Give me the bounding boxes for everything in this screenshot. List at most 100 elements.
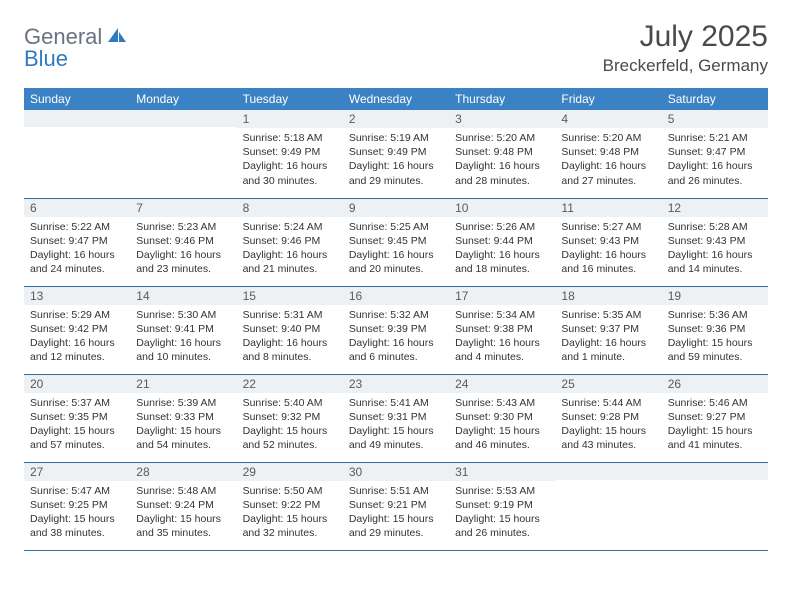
- day-dl2: and 29 minutes.: [349, 174, 443, 188]
- day-sunrise: Sunrise: 5:31 AM: [243, 308, 337, 322]
- day-sunset: Sunset: 9:41 PM: [136, 322, 230, 336]
- day-details: Sunrise: 5:26 AMSunset: 9:44 PMDaylight:…: [449, 217, 555, 283]
- day-sunset: Sunset: 9:30 PM: [455, 410, 549, 424]
- day-dl2: and 28 minutes.: [455, 174, 549, 188]
- day-cell: 3Sunrise: 5:20 AMSunset: 9:48 PMDaylight…: [449, 110, 555, 198]
- day-sunrise: Sunrise: 5:51 AM: [349, 484, 443, 498]
- day-sunrise: Sunrise: 5:50 AM: [243, 484, 337, 498]
- day-cell: 30Sunrise: 5:51 AMSunset: 9:21 PMDayligh…: [343, 462, 449, 550]
- page-header: General July 2025 Breckerfeld, Germany: [24, 20, 768, 76]
- day-details: Sunrise: 5:53 AMSunset: 9:19 PMDaylight:…: [449, 481, 555, 547]
- day-sunset: Sunset: 9:24 PM: [136, 498, 230, 512]
- calendar-row: 1Sunrise: 5:18 AMSunset: 9:49 PMDaylight…: [24, 110, 768, 198]
- day-cell: 26Sunrise: 5:46 AMSunset: 9:27 PMDayligh…: [662, 374, 768, 462]
- day-cell: 13Sunrise: 5:29 AMSunset: 9:42 PMDayligh…: [24, 286, 130, 374]
- day-cell: 10Sunrise: 5:26 AMSunset: 9:44 PMDayligh…: [449, 198, 555, 286]
- day-number: 26: [662, 375, 768, 393]
- day-cell: 24Sunrise: 5:43 AMSunset: 9:30 PMDayligh…: [449, 374, 555, 462]
- day-details: Sunrise: 5:44 AMSunset: 9:28 PMDaylight:…: [555, 393, 661, 459]
- day-details: Sunrise: 5:20 AMSunset: 9:48 PMDaylight:…: [449, 128, 555, 194]
- day-dl2: and 10 minutes.: [136, 350, 230, 364]
- day-sunrise: Sunrise: 5:41 AM: [349, 396, 443, 410]
- day-sunset: Sunset: 9:43 PM: [561, 234, 655, 248]
- day-sunset: Sunset: 9:37 PM: [561, 322, 655, 336]
- day-dl1: Daylight: 16 hours: [668, 248, 762, 262]
- day-dl1: Daylight: 16 hours: [561, 159, 655, 173]
- day-number: 17: [449, 287, 555, 305]
- day-sunset: Sunset: 9:48 PM: [455, 145, 549, 159]
- day-dl1: Daylight: 15 hours: [668, 336, 762, 350]
- day-sunrise: Sunrise: 5:27 AM: [561, 220, 655, 234]
- day-sunset: Sunset: 9:48 PM: [561, 145, 655, 159]
- day-cell: 11Sunrise: 5:27 AMSunset: 9:43 PMDayligh…: [555, 198, 661, 286]
- day-sunset: Sunset: 9:42 PM: [30, 322, 124, 336]
- day-dl2: and 49 minutes.: [349, 438, 443, 452]
- brand-sail-icon: [106, 26, 128, 49]
- day-dl1: Daylight: 16 hours: [349, 336, 443, 350]
- day-sunset: Sunset: 9:22 PM: [243, 498, 337, 512]
- calendar-body: 1Sunrise: 5:18 AMSunset: 9:49 PMDaylight…: [24, 110, 768, 550]
- weekday-sunday: Sunday: [24, 88, 130, 110]
- day-cell: 31Sunrise: 5:53 AMSunset: 9:19 PMDayligh…: [449, 462, 555, 550]
- day-dl2: and 26 minutes.: [455, 526, 549, 540]
- day-sunset: Sunset: 9:40 PM: [243, 322, 337, 336]
- day-number: 23: [343, 375, 449, 393]
- day-details: Sunrise: 5:25 AMSunset: 9:45 PMDaylight:…: [343, 217, 449, 283]
- brand-blue-wrap: Blue: [24, 46, 68, 72]
- day-cell: 6Sunrise: 5:22 AMSunset: 9:47 PMDaylight…: [24, 198, 130, 286]
- day-cell: 27Sunrise: 5:47 AMSunset: 9:25 PMDayligh…: [24, 462, 130, 550]
- day-sunset: Sunset: 9:49 PM: [349, 145, 443, 159]
- day-dl1: Daylight: 16 hours: [455, 248, 549, 262]
- calendar-row: 13Sunrise: 5:29 AMSunset: 9:42 PMDayligh…: [24, 286, 768, 374]
- day-sunset: Sunset: 9:44 PM: [455, 234, 549, 248]
- day-sunrise: Sunrise: 5:53 AM: [455, 484, 549, 498]
- day-dl1: Daylight: 16 hours: [455, 336, 549, 350]
- day-sunrise: Sunrise: 5:30 AM: [136, 308, 230, 322]
- day-dl1: Daylight: 16 hours: [243, 159, 337, 173]
- day-dl2: and 16 minutes.: [561, 262, 655, 276]
- day-dl2: and 21 minutes.: [243, 262, 337, 276]
- day-dl2: and 57 minutes.: [30, 438, 124, 452]
- day-number: 28: [130, 463, 236, 481]
- day-cell: 14Sunrise: 5:30 AMSunset: 9:41 PMDayligh…: [130, 286, 236, 374]
- day-details: Sunrise: 5:47 AMSunset: 9:25 PMDaylight:…: [24, 481, 130, 547]
- day-dl2: and 26 minutes.: [668, 174, 762, 188]
- day-sunrise: Sunrise: 5:39 AM: [136, 396, 230, 410]
- empty-day-header: [130, 110, 236, 127]
- weekday-tuesday: Tuesday: [237, 88, 343, 110]
- day-cell: 15Sunrise: 5:31 AMSunset: 9:40 PMDayligh…: [237, 286, 343, 374]
- day-details: Sunrise: 5:22 AMSunset: 9:47 PMDaylight:…: [24, 217, 130, 283]
- day-dl1: Daylight: 16 hours: [136, 336, 230, 350]
- day-dl2: and 54 minutes.: [136, 438, 230, 452]
- day-sunrise: Sunrise: 5:32 AM: [349, 308, 443, 322]
- day-dl2: and 27 minutes.: [561, 174, 655, 188]
- day-sunset: Sunset: 9:47 PM: [668, 145, 762, 159]
- day-details: Sunrise: 5:39 AMSunset: 9:33 PMDaylight:…: [130, 393, 236, 459]
- day-sunset: Sunset: 9:47 PM: [30, 234, 124, 248]
- day-cell: 19Sunrise: 5:36 AMSunset: 9:36 PMDayligh…: [662, 286, 768, 374]
- day-dl1: Daylight: 16 hours: [668, 159, 762, 173]
- day-dl1: Daylight: 15 hours: [349, 424, 443, 438]
- day-sunrise: Sunrise: 5:46 AM: [668, 396, 762, 410]
- day-number: 3: [449, 110, 555, 128]
- day-dl2: and 59 minutes.: [668, 350, 762, 364]
- day-details: Sunrise: 5:31 AMSunset: 9:40 PMDaylight:…: [237, 305, 343, 371]
- day-details: Sunrise: 5:20 AMSunset: 9:48 PMDaylight:…: [555, 128, 661, 194]
- day-number: 9: [343, 199, 449, 217]
- day-sunset: Sunset: 9:31 PM: [349, 410, 443, 424]
- day-dl2: and 1 minute.: [561, 350, 655, 364]
- day-cell: 17Sunrise: 5:34 AMSunset: 9:38 PMDayligh…: [449, 286, 555, 374]
- day-dl1: Daylight: 15 hours: [30, 512, 124, 526]
- day-dl2: and 30 minutes.: [243, 174, 337, 188]
- day-number: 6: [24, 199, 130, 217]
- day-sunrise: Sunrise: 5:43 AM: [455, 396, 549, 410]
- day-sunset: Sunset: 9:35 PM: [30, 410, 124, 424]
- brand-text-blue: Blue: [24, 46, 68, 71]
- day-details: Sunrise: 5:36 AMSunset: 9:36 PMDaylight:…: [662, 305, 768, 371]
- day-sunrise: Sunrise: 5:19 AM: [349, 131, 443, 145]
- day-number: 27: [24, 463, 130, 481]
- weekday-wednesday: Wednesday: [343, 88, 449, 110]
- day-dl1: Daylight: 15 hours: [30, 424, 124, 438]
- day-number: 5: [662, 110, 768, 128]
- day-sunset: Sunset: 9:38 PM: [455, 322, 549, 336]
